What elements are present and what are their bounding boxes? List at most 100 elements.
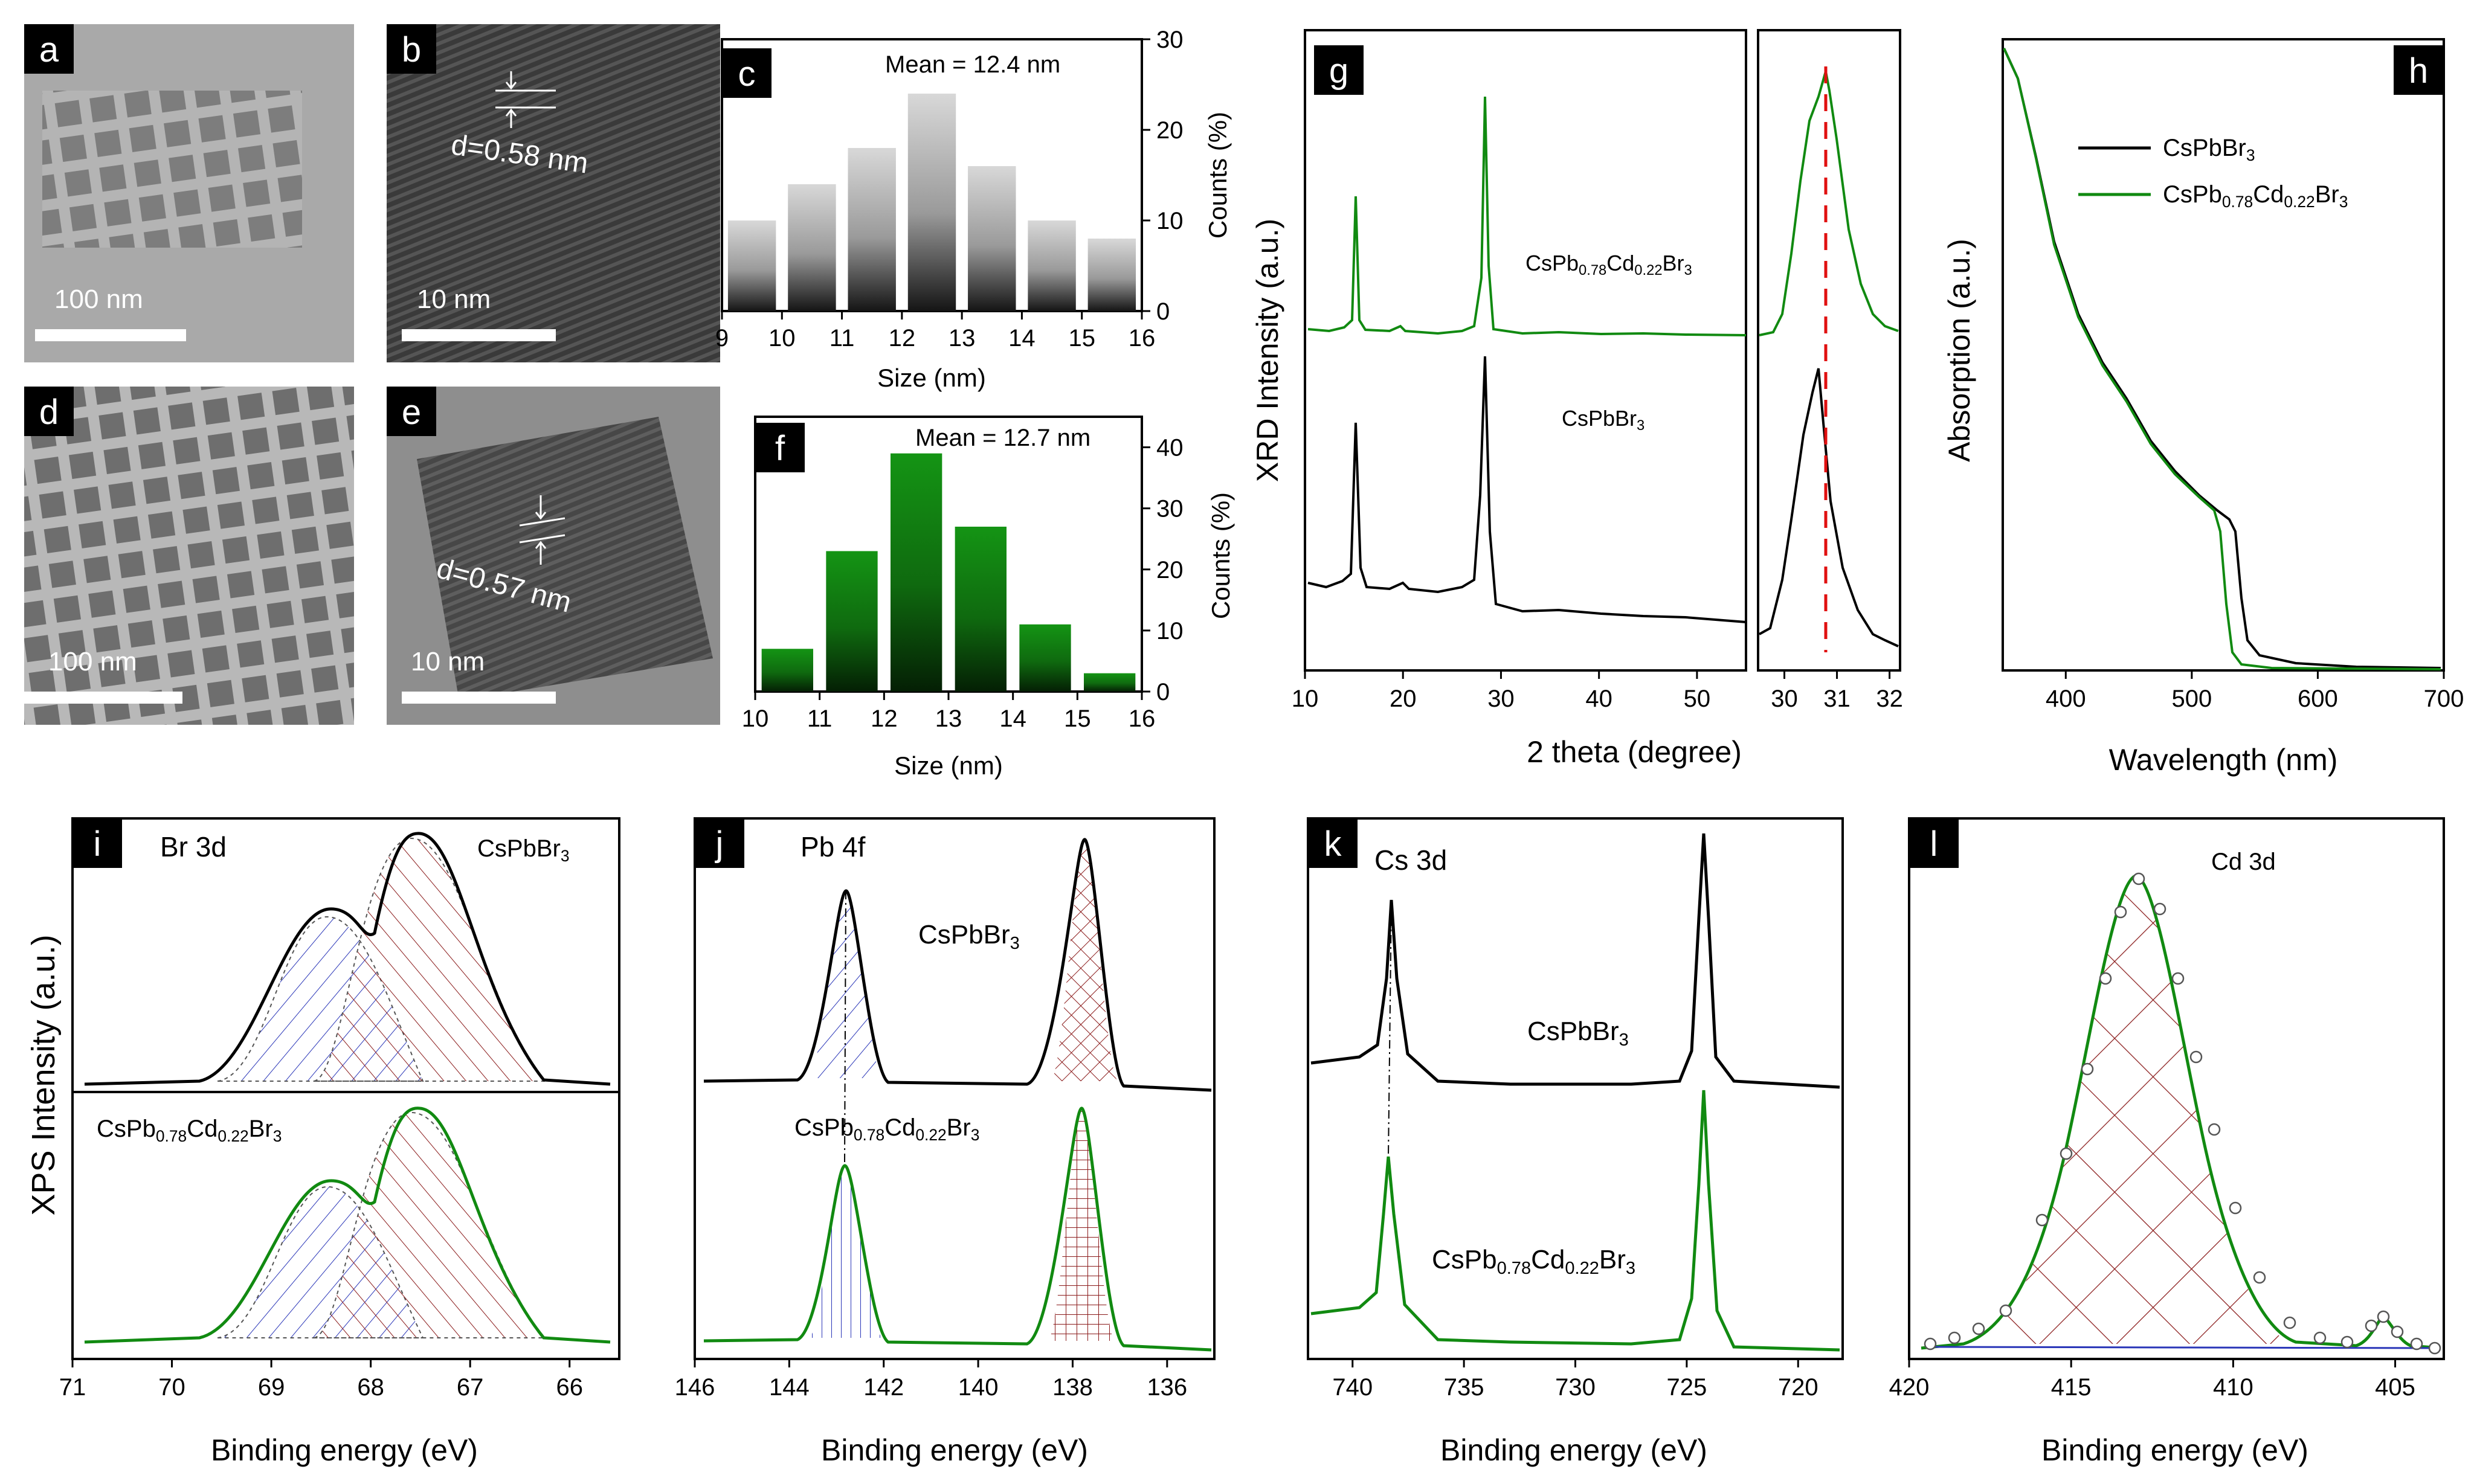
x-tick-label: 10	[768, 325, 796, 352]
y-tick-label: 30	[1156, 27, 1184, 53]
element-label: Br 3d	[160, 831, 227, 862]
data-point	[2081, 1062, 2094, 1076]
histogram-bar	[907, 94, 956, 311]
histogram-bar	[727, 220, 776, 311]
x-tick-label: 32	[1876, 686, 1903, 712]
absorption-panel-h: h CsPbBr3 CsPb0.78Cd0.22Br3 400 500 600 700…	[1942, 38, 2464, 777]
xps-fit-sample2	[1921, 874, 2441, 1350]
x-tick-label: 10	[742, 705, 769, 732]
panel-letter: h	[2409, 51, 2428, 91]
sample1-label: CsPbBr3	[1527, 1017, 1629, 1050]
panel-letter: e	[402, 393, 421, 432]
x-tick-label: 15	[1064, 705, 1091, 732]
x-tick-label: 14	[1008, 325, 1036, 352]
panel-letter: g	[1329, 51, 1348, 91]
x-tick-label: 735	[1444, 1374, 1484, 1401]
xps-envelope-sample2	[84, 1107, 611, 1344]
data-point	[2229, 1201, 2242, 1215]
panel-letter: a	[39, 30, 59, 69]
x-tick-label: 725	[1667, 1374, 1707, 1401]
data-point	[1972, 1322, 1985, 1335]
data-point	[2153, 902, 2166, 916]
data-point	[2035, 1213, 2049, 1227]
xrd-panel-g: g 10 20 30 40 50 30 31 32 CsPb0.78Cd0.22Br3 CsP…	[1251, 29, 1903, 769]
x-tick-label: 9	[715, 325, 729, 352]
panel-letter: c	[738, 54, 756, 94]
series-label-sample1: CsPbBr3	[1562, 406, 1645, 434]
histogram-bar	[826, 551, 878, 692]
y-tick-label: 0	[1156, 679, 1170, 705]
histogram-bar	[968, 166, 1016, 311]
tem-panel-d: d 100 nm	[24, 387, 354, 725]
xrd-trace-sample1	[1307, 356, 1747, 623]
series-label-sample2: CsPb0.78Cd0.22Br3	[1525, 251, 1692, 278]
absorption-sample2	[2003, 48, 2441, 670]
x-tick-label: 12	[871, 705, 898, 732]
histogram-bar	[1084, 673, 1136, 692]
sample1-label: CsPbBr3	[477, 835, 570, 865]
panel-letter: b	[402, 30, 421, 69]
data-point	[2171, 972, 2185, 985]
x-tick-label: 16	[1129, 705, 1156, 732]
x-tick-label: 140	[958, 1374, 999, 1401]
xrd-zoom-sample1	[1759, 368, 1899, 647]
x-tick-label: 11	[829, 325, 855, 352]
x-tick-label: 740	[1332, 1374, 1373, 1401]
legend-sample2: CsPb0.78Cd0.22Br3	[2163, 181, 2348, 211]
xps-panel-i: i Br 3d CsPbBr3 CsPb0.78Cd0.22Br3 71 70 69…	[59, 817, 620, 1467]
x-tick-label: 410	[2213, 1374, 2253, 1401]
x-tick-label: 66	[556, 1374, 583, 1401]
x-tick-label: 730	[1555, 1374, 1596, 1401]
y-tick-label: 40	[1156, 435, 1184, 461]
x-tick-label: 500	[2171, 686, 2212, 712]
hrtem-panel-b: b d=0.58 nm 10 nm	[387, 24, 720, 362]
xrd-zoom-sample2	[1759, 71, 1899, 336]
histogram-c: c Mean = 12.4 nm 9 10 11 12 13 14 15 160102030 …	[715, 27, 1232, 392]
scale-bar-label: 100 nm	[54, 284, 143, 314]
xps-y-axis-label: XPS Intensity (a.u.)	[25, 934, 62, 1215]
x-axis-label: Binding energy (eV)	[2041, 1433, 2308, 1467]
xps-panel-k: k Cs 3d CsPbBr3 CsPb0.78Cd0.22Br3 740 735…	[1307, 817, 1844, 1467]
element-label: Cd 3d	[2211, 849, 2276, 875]
tem-panel-a: a 100 nm	[24, 24, 354, 362]
x-tick-label: 14	[999, 705, 1026, 732]
scale-bar-label: 10 nm	[411, 647, 485, 676]
x-tick-label: 600	[2298, 686, 2338, 712]
panel-letter: j	[715, 824, 724, 864]
data-point	[2365, 1319, 2378, 1332]
x-tick-label: 13	[935, 705, 962, 732]
data-point	[2377, 1310, 2390, 1323]
x-tick-label: 146	[675, 1374, 715, 1401]
sample2-label: CsPb0.78Cd0.22Br3	[97, 1116, 282, 1145]
x-tick-label: 700	[2424, 686, 2464, 712]
panel-letter: i	[94, 824, 101, 864]
data-point	[1999, 1304, 2012, 1317]
x-tick-label: 10	[1292, 686, 1319, 712]
data-point	[2253, 1271, 2266, 1284]
mean-annotation: Mean = 12.4 nm	[885, 51, 1060, 78]
y-axis-label: Counts (%)	[1206, 492, 1235, 619]
xps-trace-sample1	[1310, 833, 1840, 1089]
element-label: Pb 4f	[801, 831, 866, 862]
y-tick-label: 30	[1156, 496, 1184, 522]
xps-panel-l: l Cd 3d 420 415 410 405 Binding energy (eV)	[1889, 817, 2445, 1467]
data-point	[2391, 1325, 2404, 1338]
x-tick-label: 13	[949, 325, 976, 352]
data-point	[2189, 1050, 2203, 1064]
x-tick-label: 420	[1889, 1374, 1930, 1401]
x-tick-label: 15	[1068, 325, 1095, 352]
x-tick-label: 68	[357, 1374, 384, 1401]
data-point	[1924, 1337, 1937, 1351]
xps-panel-j: j Pb 4f CsPbBr3 CsPb0.78Cd0.22Br3 146 144…	[675, 817, 1216, 1467]
scale-bar-label: 100 nm	[48, 647, 137, 676]
data-point	[2099, 972, 2112, 985]
histogram-bar	[891, 453, 942, 692]
data-point	[2208, 1123, 2221, 1136]
histogram-f: f Mean = 12.7 nm 10 11 12 13 14 15 160 10 20 30 40…	[742, 416, 1235, 780]
y-axis-label: Absorption (a.u.)	[1942, 239, 1976, 462]
x-tick-label: 400	[2046, 686, 2086, 712]
panel-letter: k	[1324, 824, 1342, 864]
panel-letter: l	[1930, 824, 1938, 864]
xps-envelope-sample1	[84, 832, 611, 1086]
histogram-bar	[848, 148, 896, 311]
